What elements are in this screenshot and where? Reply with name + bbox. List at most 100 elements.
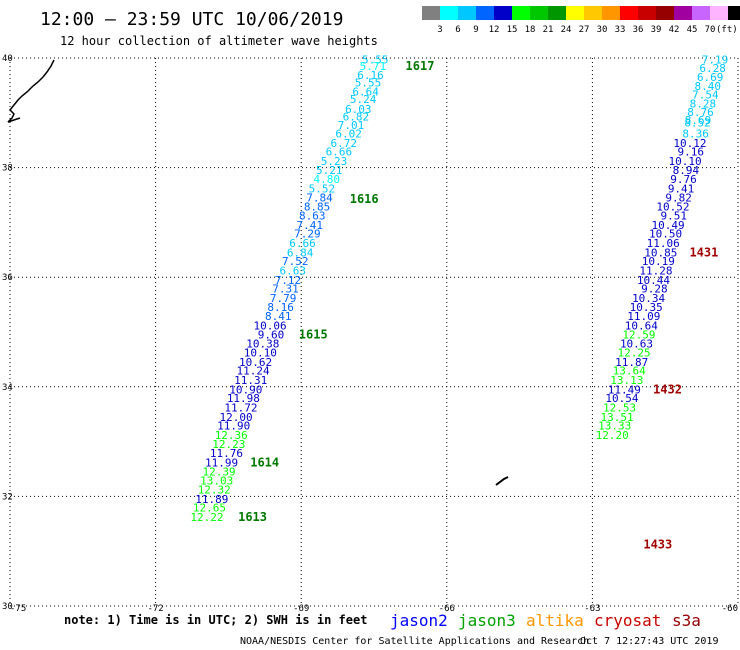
- colorbar-label: 9: [473, 25, 478, 35]
- wave-height-label: 8.94: [673, 164, 700, 177]
- wave-height-label: 10.62: [239, 356, 272, 369]
- gridlines: [9, 57, 739, 607]
- colorbar-label: 6: [455, 25, 460, 35]
- colorbar-label: 36: [633, 25, 644, 35]
- colorbar-swatch: [656, 6, 674, 20]
- wave-height-label: 10.85: [644, 246, 677, 259]
- wave-height-label: 11.72: [224, 401, 257, 414]
- wave-height-label: 12.20: [596, 429, 629, 442]
- colorbar-label: 27: [579, 25, 590, 35]
- wave-height-label: 12.36: [215, 429, 248, 442]
- wave-height-label: 11.99: [205, 456, 238, 469]
- wave-height-label: 13.13: [610, 374, 643, 387]
- wave-height-label: 9.60: [258, 329, 285, 342]
- legend-entry: cryosat: [594, 611, 661, 630]
- wave-height-label: 11.06: [647, 237, 680, 250]
- y-tick-label: 36: [2, 273, 13, 283]
- x-tick-label: -60: [722, 604, 738, 614]
- wave-height-label: 12.32: [198, 484, 231, 497]
- x-tick-label: -63: [584, 604, 600, 614]
- colorbar-label: 30: [597, 25, 608, 35]
- wave-height-label: 5.55: [362, 53, 389, 66]
- wave-height-label: 7.79: [270, 292, 297, 305]
- wave-height-label: 10.63: [620, 337, 653, 350]
- colorbar-label: 42: [669, 25, 680, 35]
- wave-height-label: 7.31: [272, 283, 299, 296]
- wave-height-label: 13.03: [200, 474, 233, 487]
- colorbar-swatch: [530, 6, 548, 20]
- wave-height-label: 11.28: [639, 264, 672, 277]
- wave-height-label: 8.76: [687, 106, 714, 119]
- wave-height-label: 10.38: [246, 337, 279, 350]
- color-scale-legend: 3 6 9 12 15 18 21 24 27 30 33 36 39 42 45 70: [422, 6, 740, 35]
- wave-height-label: 11.98: [227, 392, 260, 405]
- wave-height-label: 6.64: [352, 85, 379, 98]
- wave-height-label: 12.22: [190, 511, 223, 524]
- colorbar-label: 15: [507, 25, 518, 35]
- legend-entry: altika: [526, 611, 584, 630]
- wave-height-label: 9.28: [641, 283, 668, 296]
- wave-height-label: 10.06: [254, 319, 287, 332]
- colorbar-swatch: [440, 6, 458, 20]
- footer-credit: NOAA/NESDIS Center for Satellite Applica…: [240, 636, 589, 647]
- colorbar-label: 21: [543, 25, 554, 35]
- wave-height-label: 6.69: [697, 71, 724, 84]
- wave-height-label: 8.85: [304, 200, 331, 213]
- pass-time-label: 1617: [406, 59, 435, 73]
- wave-height-label: 11.89: [195, 493, 228, 506]
- colorbar-swatch: [494, 6, 512, 20]
- wave-height-label: 8.69: [685, 114, 712, 127]
- wave-height-label: 12.65: [193, 502, 226, 515]
- x-axis-ticks: -75 -72 -69 -66 -63 -60: [10, 604, 738, 614]
- wave-height-label: 6.16: [357, 69, 384, 82]
- y-axis-ticks: 30 32 34 36 38 40: [2, 54, 13, 612]
- pass-time-label: 1432: [653, 382, 682, 396]
- pass-time-labels: 161716161615161416131431143214331: [238, 59, 718, 551]
- wave-height-label: 12.59: [622, 329, 655, 342]
- colorbar-swatch: [728, 6, 740, 20]
- wave-height-label: 10.54: [605, 392, 638, 405]
- wave-height-label: 8.40: [695, 80, 722, 93]
- wave-height-label: 11.76: [210, 447, 243, 460]
- wave-height-label: 6.66: [289, 237, 316, 250]
- colorbar-label: 33: [615, 25, 626, 35]
- colorbar-unit: (ft): [716, 25, 738, 35]
- colorbar-swatch: [710, 6, 728, 20]
- wave-height-label: 12.25: [618, 347, 651, 360]
- wave-height-label: 7.12: [275, 274, 302, 287]
- wave-height-label: 8.52: [684, 117, 711, 130]
- colorbar-swatch: [566, 6, 584, 20]
- x-tick-label: -69: [293, 604, 309, 614]
- wave-height-label: 9.51: [661, 210, 688, 223]
- wave-height-label: 10.44: [637, 274, 670, 287]
- colorbar-swatch: [638, 6, 656, 20]
- colorbar-label: 3: [437, 25, 442, 35]
- wave-height-label: 9.76: [670, 173, 697, 186]
- plot-frame: [10, 58, 738, 606]
- y-tick-label: 30: [2, 602, 13, 612]
- wave-height-label: 8.41: [265, 310, 292, 323]
- wave-height-label: 6.63: [280, 264, 307, 277]
- wave-height-label: 12.00: [220, 411, 253, 424]
- wave-height-label: 6.84: [287, 246, 314, 259]
- wave-height-label: 13.33: [598, 420, 631, 433]
- wave-height-label: 5.24: [350, 93, 377, 106]
- wave-height-label: 5.21: [316, 164, 343, 177]
- wave-height-label: 10.12: [673, 137, 706, 150]
- wave-height-label: 6.28: [699, 62, 726, 75]
- x-tick-label: -66: [439, 604, 455, 614]
- wave-height-label: 7.01: [338, 119, 365, 132]
- colorbar-swatch: [602, 6, 620, 20]
- footer-note: note: 1) Time is in UTC; 2) SWH is in fe…: [64, 613, 367, 627]
- colorbar-swatch: [584, 6, 602, 20]
- y-tick-label: 40: [2, 54, 13, 64]
- wave-height-label: 9.41: [668, 182, 695, 195]
- colorbar-swatch: [548, 6, 566, 20]
- y-tick-label: 34: [2, 383, 13, 393]
- wave-height-label: 11.49: [608, 383, 641, 396]
- pass-time-label: 1613: [238, 510, 267, 524]
- x-tick-label: -75: [10, 604, 26, 614]
- wave-height-label: 8.28: [690, 97, 717, 110]
- wave-height-label: 8.36: [682, 127, 709, 140]
- wave-height-points: 5.555.716.165.556.645.246.036.827.016.02…: [190, 53, 728, 524]
